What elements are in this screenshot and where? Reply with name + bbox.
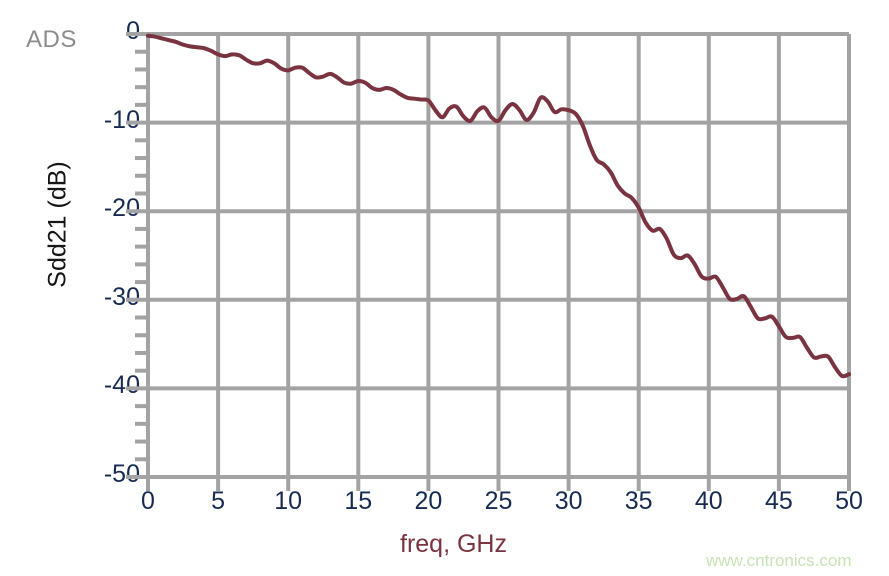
sdd21-trace [146, 33, 851, 379]
x-tick-label: 10 [274, 487, 303, 515]
x-axis-tick-labels: 0 5 10 15 20 25 30 35 40 45 50 [0, 487, 889, 527]
x-tick-label: 20 [414, 487, 443, 515]
x-tick-label: 45 [764, 487, 793, 515]
y-tick-label: -20 [103, 194, 140, 223]
x-tick-label: 30 [554, 487, 583, 515]
y-tick-label: -40 [103, 371, 140, 400]
y-tick-label: -30 [103, 282, 140, 311]
y-tick-label: -50 [103, 460, 140, 488]
x-tick-label: 15 [344, 487, 373, 515]
site-watermark: www.cntronics.com [706, 551, 852, 570]
axis-tick-marks [126, 32, 851, 491]
x-tick-label: 25 [484, 487, 513, 515]
grid-lines [146, 32, 851, 479]
y-axis-tick-labels: 0 -10 -20 -30 -40 -50 [10, 0, 140, 576]
x-tick-label: 5 [211, 487, 226, 515]
x-tick-label: 50 [835, 487, 863, 515]
y-tick-label: -10 [103, 105, 140, 134]
x-tick-label: 35 [624, 487, 653, 515]
x-axis-title: freq, GHz [400, 530, 507, 558]
ads-watermark-label: ADS [26, 26, 77, 53]
x-tick-label: 0 [141, 487, 155, 515]
y-tick-label: 0 [126, 17, 140, 45]
x-tick-label: 40 [694, 487, 723, 515]
